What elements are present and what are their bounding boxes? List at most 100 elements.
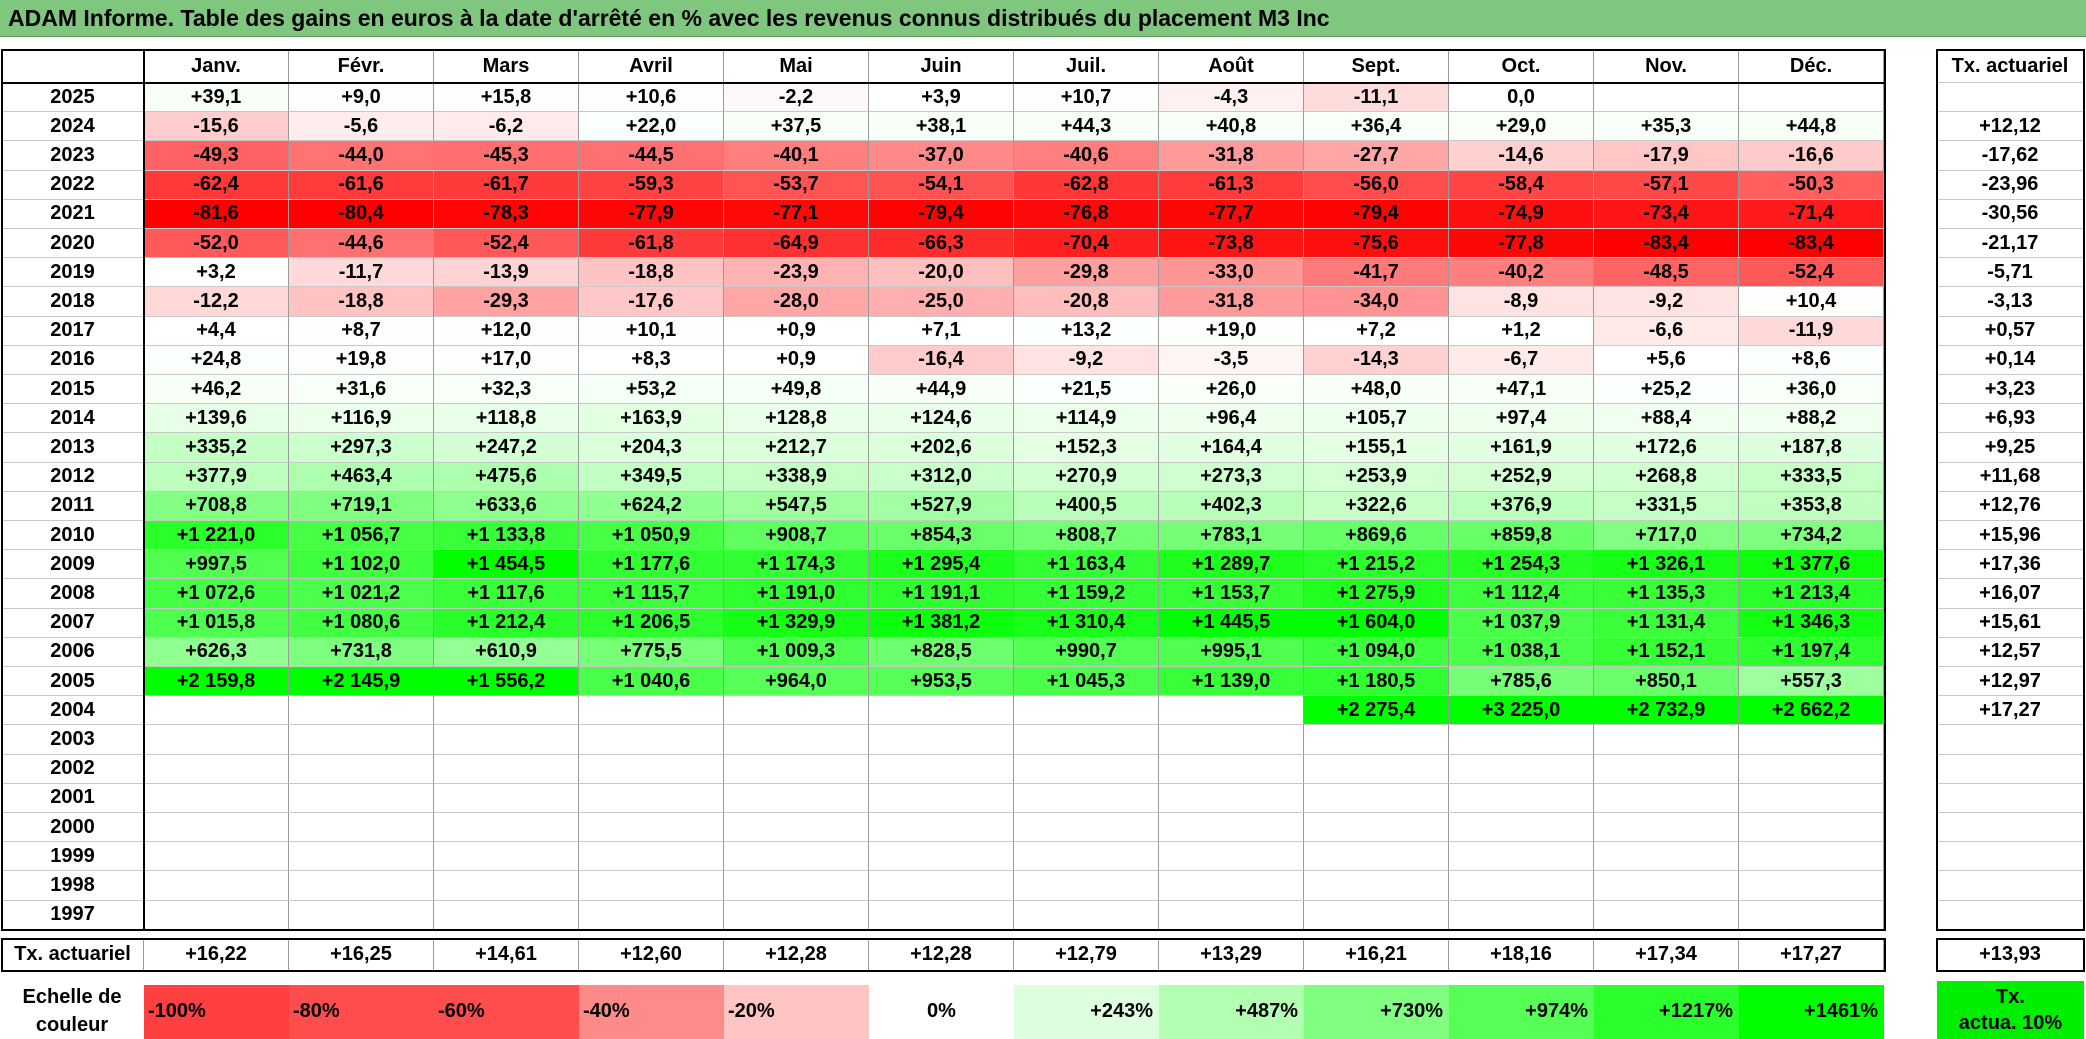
year-label[interactable]: 2014: [2, 404, 144, 434]
gain-cell[interactable]: +1 445,5: [1159, 608, 1304, 638]
gain-cell[interactable]: +1 094,0: [1304, 637, 1449, 667]
gain-cell[interactable]: +15,8: [434, 83, 579, 113]
gain-cell[interactable]: -44,0: [289, 141, 434, 171]
row-rate-cell[interactable]: +17,27: [1937, 696, 2084, 726]
gain-cell[interactable]: -53,7: [724, 170, 869, 200]
year-label[interactable]: 2023: [2, 141, 144, 171]
gain-cell[interactable]: +116,9: [289, 404, 434, 434]
row-rate-cell[interactable]: [1937, 754, 2084, 784]
gain-cell[interactable]: +128,8: [724, 404, 869, 434]
gain-cell[interactable]: +155,1: [1304, 433, 1449, 463]
row-rate-cell[interactable]: +12,12: [1937, 112, 2084, 142]
gain-cell[interactable]: +273,3: [1159, 462, 1304, 492]
gain-cell[interactable]: +24,8: [144, 345, 289, 375]
month-header-8[interactable]: Août: [1159, 51, 1304, 83]
gain-cell[interactable]: +1 153,7: [1159, 579, 1304, 609]
gain-cell[interactable]: +3 225,0: [1449, 696, 1594, 726]
gain-cell[interactable]: [1449, 813, 1594, 843]
gain-cell[interactable]: -61,7: [434, 170, 579, 200]
gain-cell[interactable]: [1014, 900, 1159, 930]
gain-cell[interactable]: [579, 696, 724, 726]
row-rate-cell[interactable]: [1937, 813, 2084, 843]
gain-cell[interactable]: +187,8: [1739, 433, 1884, 463]
gain-cell[interactable]: +1 310,4: [1014, 608, 1159, 638]
gain-cell[interactable]: +1 212,4: [434, 608, 579, 638]
gain-cell[interactable]: [724, 842, 869, 872]
gain-cell[interactable]: +349,5: [579, 462, 724, 492]
row-rate-cell[interactable]: [1937, 783, 2084, 813]
footer-rate-cell[interactable]: +18,16: [1449, 938, 1594, 971]
row-rate-cell[interactable]: +15,96: [1937, 521, 2084, 551]
gain-cell[interactable]: [869, 754, 1014, 784]
month-header-12[interactable]: Déc.: [1739, 51, 1884, 83]
row-rate-cell[interactable]: [1937, 871, 2084, 901]
year-label[interactable]: 2019: [2, 258, 144, 288]
gain-cell[interactable]: -61,3: [1159, 170, 1304, 200]
gain-cell[interactable]: +26,0: [1159, 375, 1304, 405]
row-rate-cell[interactable]: -5,71: [1937, 258, 2084, 288]
gain-cell[interactable]: [579, 783, 724, 813]
gain-cell[interactable]: [434, 842, 579, 872]
year-label[interactable]: 2003: [2, 725, 144, 755]
gain-cell[interactable]: +44,9: [869, 375, 1014, 405]
gain-cell[interactable]: [289, 871, 434, 901]
row-rate-cell[interactable]: [1937, 842, 2084, 872]
gain-cell[interactable]: +854,3: [869, 521, 1014, 551]
gain-cell[interactable]: [144, 725, 289, 755]
gain-cell[interactable]: [434, 754, 579, 784]
gain-cell[interactable]: [1739, 813, 1884, 843]
gain-cell[interactable]: -9,2: [1594, 287, 1739, 317]
gain-cell[interactable]: +1 295,4: [869, 550, 1014, 580]
gain-cell[interactable]: +995,1: [1159, 637, 1304, 667]
footer-rate-cell[interactable]: +12,28: [869, 938, 1014, 971]
gain-cell[interactable]: +1 135,3: [1594, 579, 1739, 609]
gain-cell[interactable]: [289, 813, 434, 843]
gain-cell[interactable]: -11,1: [1304, 83, 1449, 113]
gain-cell[interactable]: [724, 696, 869, 726]
gain-cell[interactable]: -73,8: [1159, 229, 1304, 259]
gain-cell[interactable]: -52,0: [144, 229, 289, 259]
gain-cell[interactable]: +734,2: [1739, 521, 1884, 551]
gain-cell[interactable]: +152,3: [1014, 433, 1159, 463]
gain-cell[interactable]: +376,9: [1449, 491, 1594, 521]
gain-cell[interactable]: +10,7: [1014, 83, 1159, 113]
row-rate-cell[interactable]: +11,68: [1937, 462, 2084, 492]
gain-cell[interactable]: +8,7: [289, 316, 434, 346]
gain-cell[interactable]: [434, 871, 579, 901]
gain-cell[interactable]: +114,9: [1014, 404, 1159, 434]
gain-cell[interactable]: +1 131,4: [1594, 608, 1739, 638]
gain-cell[interactable]: -77,8: [1449, 229, 1594, 259]
gain-cell[interactable]: [289, 842, 434, 872]
gain-cell[interactable]: -40,6: [1014, 141, 1159, 171]
gain-cell[interactable]: +1 329,9: [724, 608, 869, 638]
gain-cell[interactable]: -44,6: [289, 229, 434, 259]
year-label[interactable]: 2006: [2, 637, 144, 667]
gain-cell[interactable]: +1 152,1: [1594, 637, 1739, 667]
year-label[interactable]: 2007: [2, 608, 144, 638]
gain-cell[interactable]: +124,6: [869, 404, 1014, 434]
gain-cell[interactable]: -14,3: [1304, 345, 1449, 375]
row-rate-cell[interactable]: +12,97: [1937, 667, 2084, 697]
gain-cell[interactable]: [1304, 783, 1449, 813]
gain-cell[interactable]: [1449, 842, 1594, 872]
gain-cell[interactable]: -17,9: [1594, 141, 1739, 171]
gain-cell[interactable]: +1 045,3: [1014, 667, 1159, 697]
gain-cell[interactable]: +12,0: [434, 316, 579, 346]
gain-cell[interactable]: +49,8: [724, 375, 869, 405]
gain-cell[interactable]: +139,6: [144, 404, 289, 434]
gain-cell[interactable]: [144, 696, 289, 726]
gain-cell[interactable]: +377,9: [144, 462, 289, 492]
gain-cell[interactable]: +475,6: [434, 462, 579, 492]
gain-cell[interactable]: -80,4: [289, 199, 434, 229]
gain-cell[interactable]: -9,2: [1014, 345, 1159, 375]
gain-cell[interactable]: +88,4: [1594, 404, 1739, 434]
year-label[interactable]: 2011: [2, 491, 144, 521]
gain-cell[interactable]: +161,9: [1449, 433, 1594, 463]
gain-cell[interactable]: -3,5: [1159, 345, 1304, 375]
row-rate-cell[interactable]: [1937, 83, 2084, 113]
gain-cell[interactable]: +402,3: [1159, 491, 1304, 521]
gain-cell[interactable]: +331,5: [1594, 491, 1739, 521]
gain-cell[interactable]: [1739, 754, 1884, 784]
gain-cell[interactable]: -76,8: [1014, 199, 1159, 229]
gain-cell[interactable]: +610,9: [434, 637, 579, 667]
